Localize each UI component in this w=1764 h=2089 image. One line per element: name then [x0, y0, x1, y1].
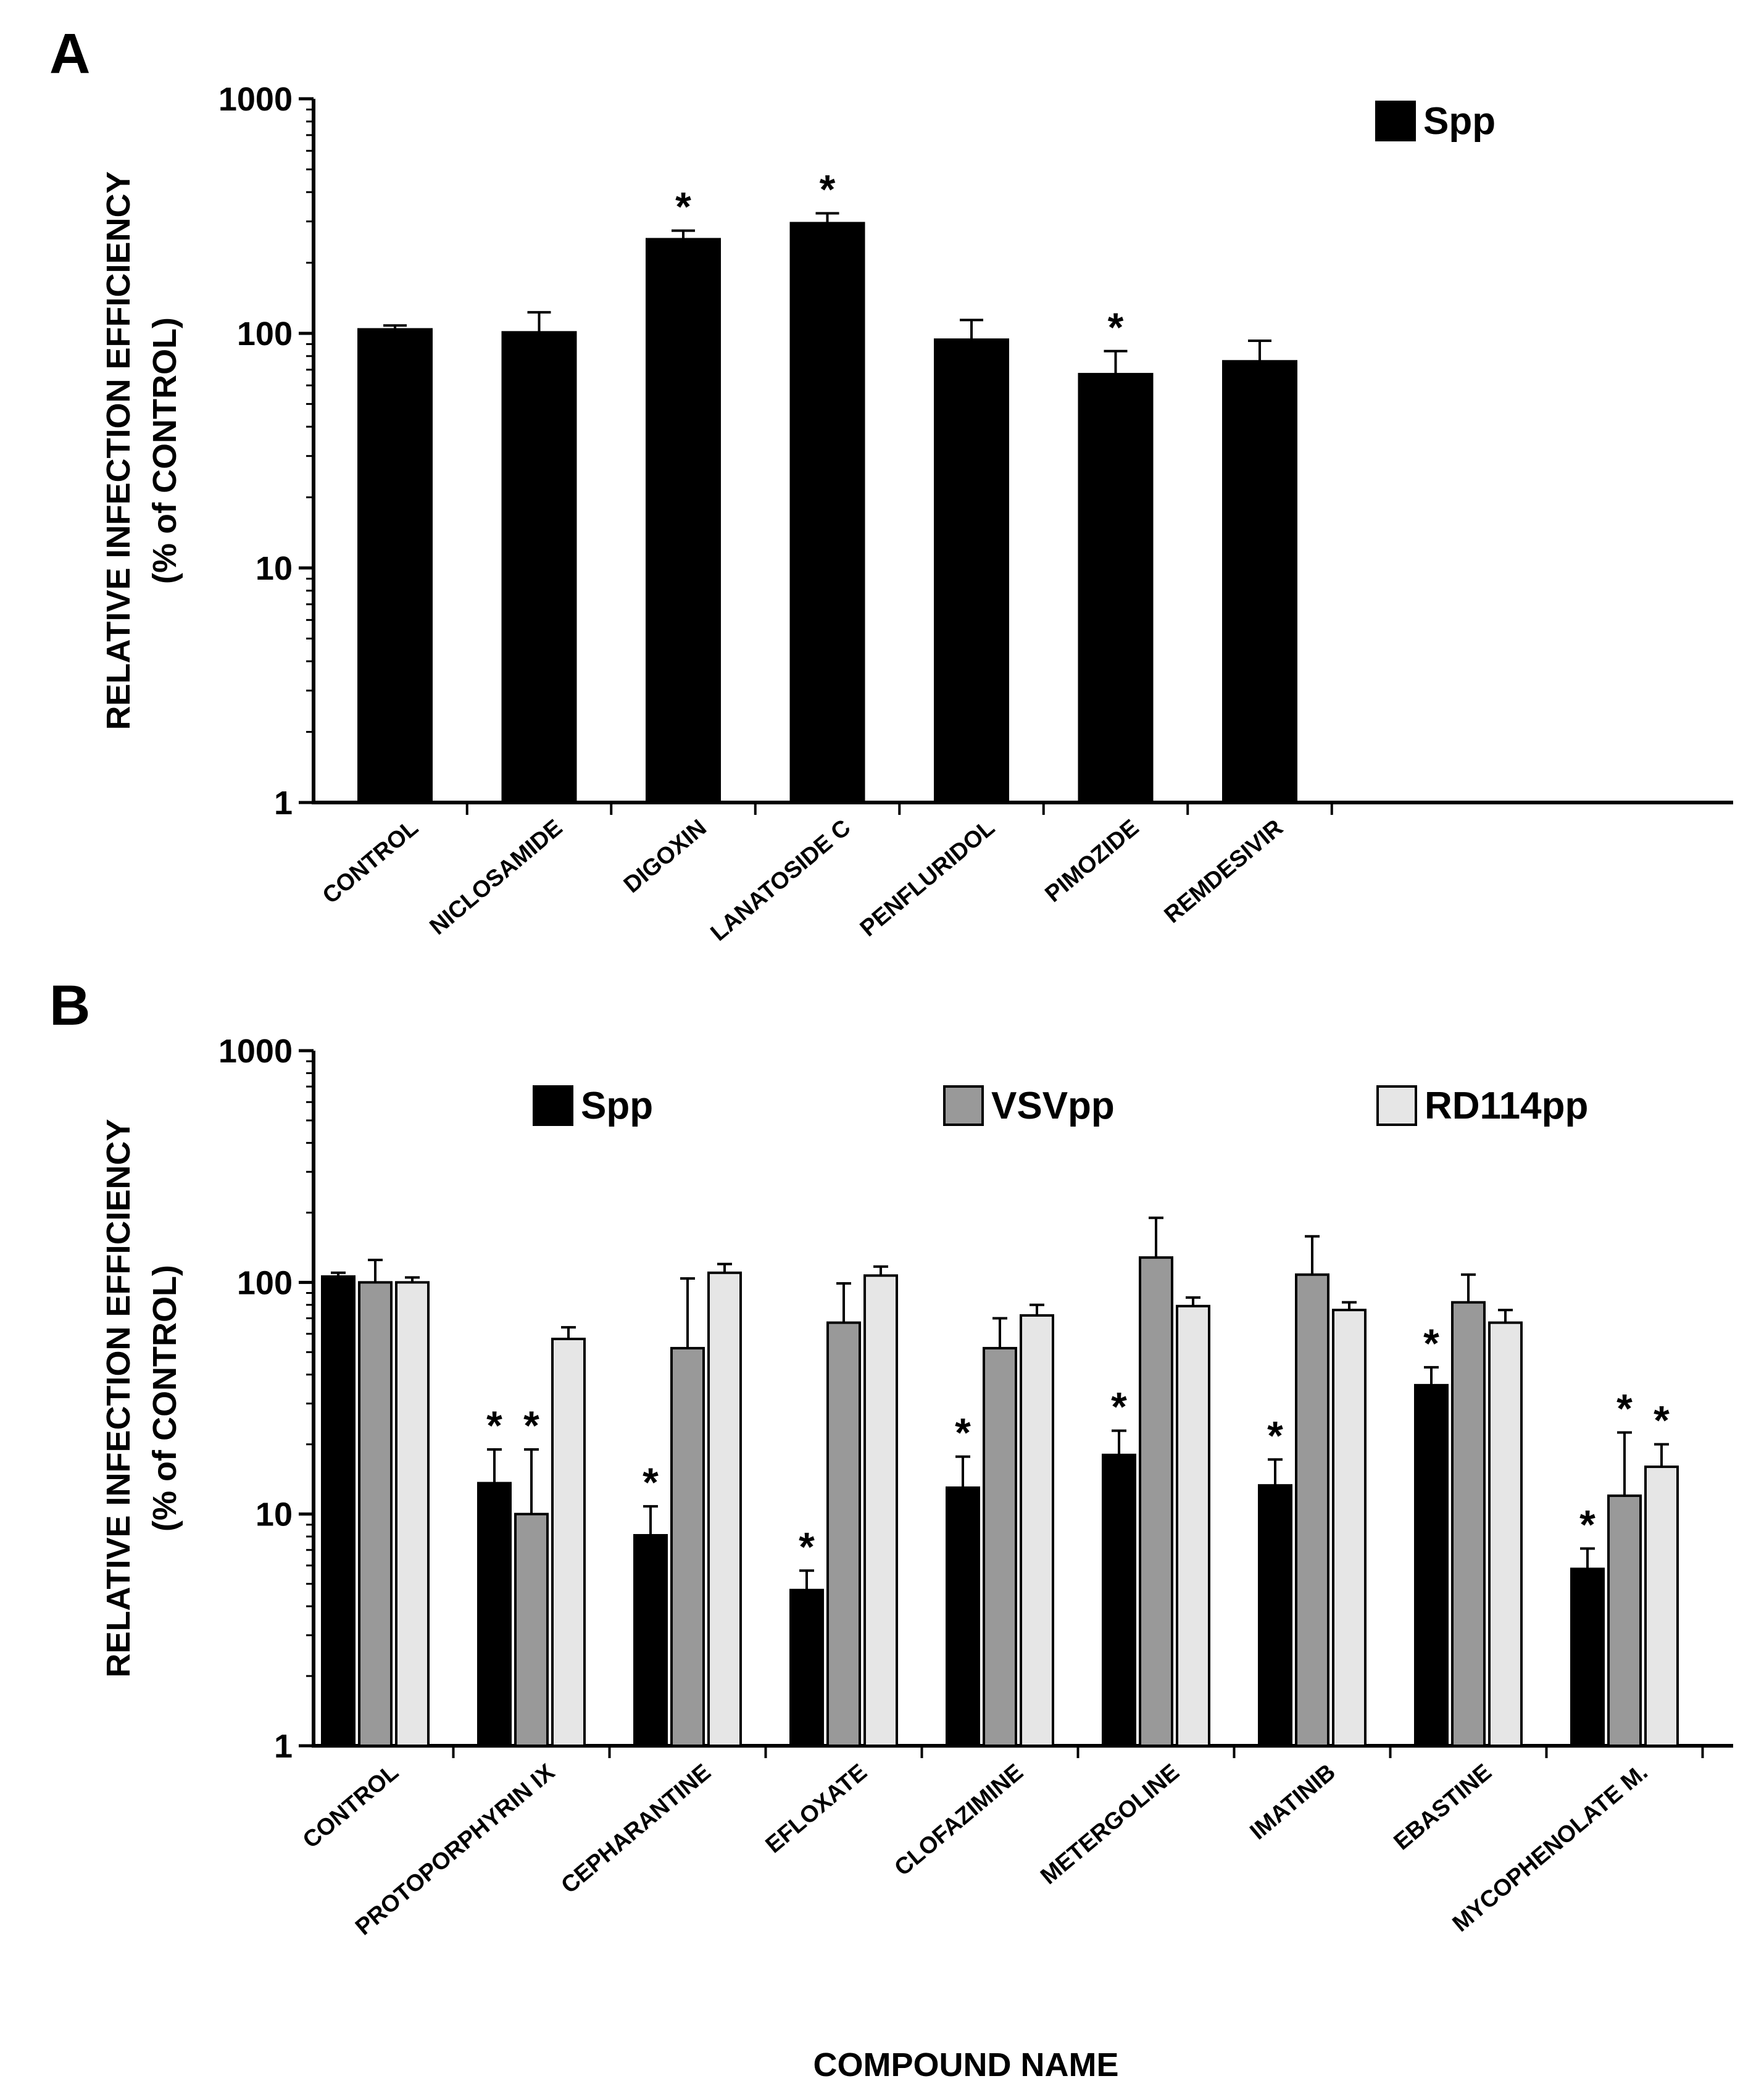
significance-star: *	[1108, 304, 1124, 350]
bar	[646, 238, 721, 804]
bar	[1139, 1256, 1173, 1747]
y-tick-label: 1	[274, 785, 293, 822]
bar	[1295, 1273, 1329, 1748]
legend-swatch	[1376, 1085, 1417, 1126]
legend-swatch	[1375, 101, 1416, 141]
significance-star: *	[1579, 1501, 1596, 1547]
x-axis-title: COMPOUND NAME	[813, 2046, 1119, 2083]
significance-star: *	[1111, 1384, 1127, 1430]
panel-letter: B	[49, 974, 90, 1037]
bar	[357, 328, 433, 804]
significance-star: *	[1267, 1412, 1283, 1458]
bar	[863, 1274, 898, 1748]
significance-star: *	[1423, 1320, 1439, 1366]
bar	[1176, 1304, 1210, 1747]
significance-star: *	[955, 1410, 971, 1456]
significance-star: *	[643, 1459, 659, 1505]
bar	[826, 1321, 861, 1747]
bar	[707, 1271, 742, 1748]
legend-label: RD114pp	[1425, 1085, 1588, 1127]
bar	[934, 338, 1009, 804]
y-axis-title: RELATIVE INFECTION EFFICIENCY	[100, 171, 137, 730]
bar	[1020, 1314, 1054, 1747]
significance-star: *	[1616, 1385, 1633, 1431]
significance-star: *	[675, 184, 691, 230]
bar	[1607, 1494, 1642, 1747]
y-tick-label: 10	[256, 550, 293, 587]
bar	[477, 1482, 512, 1748]
bar	[1570, 1567, 1605, 1747]
bar	[1451, 1301, 1486, 1747]
bar	[1488, 1321, 1523, 1747]
significance-star: *	[1654, 1398, 1670, 1443]
bar	[1414, 1383, 1449, 1747]
y-tick-label: 1000	[218, 81, 293, 118]
legend-swatch	[533, 1085, 573, 1126]
y-axis-subtitle: (% of CONTROL)	[146, 1265, 183, 1532]
legend-label: Spp	[1423, 100, 1496, 143]
panel-letter: A	[49, 22, 90, 85]
bar	[358, 1281, 393, 1747]
y-axis-title: RELATIVE INFECTION EFFICIENCY	[100, 1119, 137, 1677]
bar	[633, 1534, 668, 1748]
y-tick-label: 100	[237, 315, 293, 352]
panel-a-chart: A 1 10 100 1000 RELATIVE INFECTION EFFICIENCY…	[49, 22, 1733, 946]
bar	[670, 1346, 705, 1747]
bar	[321, 1275, 356, 1747]
bar	[789, 222, 865, 804]
significance-star: *	[523, 1403, 539, 1448]
bar	[1258, 1484, 1292, 1747]
bar	[789, 1588, 824, 1747]
y-tick-label: 1000	[218, 1033, 293, 1070]
bar	[946, 1486, 980, 1747]
bar	[514, 1512, 549, 1748]
legend-label: VSVpp	[991, 1085, 1115, 1127]
bar	[1222, 360, 1297, 804]
bar	[551, 1337, 586, 1748]
bar	[395, 1281, 430, 1747]
legend-label: Spp	[581, 1085, 653, 1127]
bar	[501, 331, 577, 804]
y-tick-label: 1	[274, 1728, 293, 1765]
significance-star: *	[820, 166, 836, 212]
significance-star: *	[799, 1524, 815, 1569]
significance-star: *	[486, 1403, 502, 1448]
bar	[1332, 1309, 1367, 1747]
bar	[1644, 1466, 1679, 1748]
bar	[1102, 1453, 1136, 1748]
y-axis-subtitle: (% of CONTROL)	[146, 317, 183, 584]
y-tick-label: 100	[237, 1264, 293, 1301]
legend-swatch	[943, 1085, 984, 1126]
bar	[983, 1346, 1017, 1747]
y-tick-label: 10	[256, 1496, 293, 1533]
bar	[1078, 373, 1154, 804]
